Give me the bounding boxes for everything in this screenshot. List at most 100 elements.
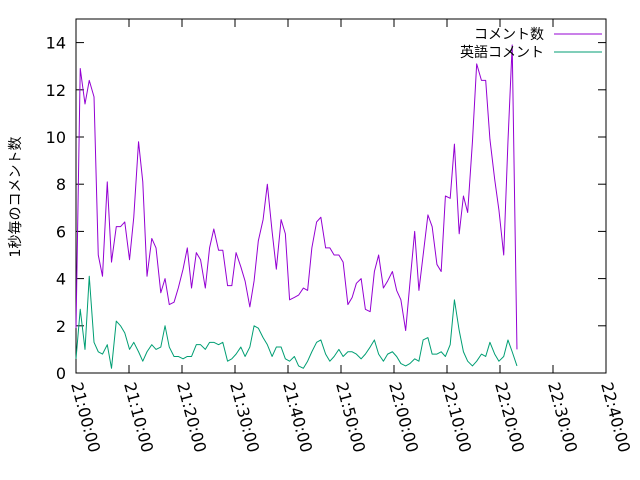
data-point [289, 361, 290, 362]
data-point [298, 365, 299, 366]
y-tick-label: 2 [56, 317, 66, 336]
x-tick-label: 22:00:00 [385, 380, 422, 454]
data-point [427, 214, 428, 215]
data-point [352, 297, 353, 298]
data-point [164, 278, 165, 279]
data-point [507, 339, 508, 340]
data-point [463, 351, 464, 352]
legend-label-2: 英語コメント [460, 44, 544, 61]
data-point [489, 342, 490, 343]
data-point [272, 356, 273, 357]
data-point [454, 143, 455, 144]
data-point [432, 354, 433, 355]
data-point [258, 240, 259, 241]
data-point [235, 354, 236, 355]
data-point [178, 287, 179, 288]
data-point [441, 271, 442, 272]
x-tick-label: 21:50:00 [332, 380, 369, 454]
data-point [436, 354, 437, 355]
data-point [151, 238, 152, 239]
y-tick-label: 4 [56, 270, 66, 289]
data-point [418, 290, 419, 291]
data-point [320, 339, 321, 340]
x-tick-label: 21:30:00 [226, 380, 263, 454]
data-point [516, 365, 517, 366]
data-point [218, 344, 219, 345]
data-point [75, 358, 76, 359]
data-point [427, 337, 428, 338]
data-point [356, 283, 357, 284]
x-tick-label: 22:20:00 [491, 380, 528, 454]
data-point [267, 344, 268, 345]
data-point [338, 349, 339, 350]
data-point [253, 325, 254, 326]
data-point [423, 339, 424, 340]
data-point [281, 346, 282, 347]
data-point [222, 342, 223, 343]
data-point [454, 299, 455, 300]
data-point [285, 233, 286, 234]
data-point [142, 361, 143, 362]
data-point [325, 354, 326, 355]
series-line-1 [75, 44, 518, 350]
data-point [450, 198, 451, 199]
x-tick-label: 22:10:00 [438, 380, 475, 454]
data-point [347, 304, 348, 305]
data-point [281, 219, 282, 220]
data-point [102, 354, 103, 355]
data-point [325, 247, 326, 248]
data-point [450, 344, 451, 345]
data-point [387, 354, 388, 355]
data-point [116, 320, 117, 321]
plot-frame [75, 18, 607, 374]
data-point [191, 287, 192, 288]
data-point [227, 361, 228, 362]
data-point [111, 368, 112, 369]
data-point [160, 292, 161, 293]
data-point [498, 210, 499, 211]
data-point [481, 354, 482, 355]
data-point [142, 181, 143, 182]
data-point [365, 354, 366, 355]
data-point [370, 346, 371, 347]
data-point [182, 358, 183, 359]
data-point [463, 195, 464, 196]
data-point [503, 254, 504, 255]
data-point [196, 252, 197, 253]
data-point [414, 358, 415, 359]
data-point [80, 68, 81, 69]
data-point [84, 349, 85, 350]
data-point [116, 226, 117, 227]
data-point [253, 280, 254, 281]
data-point [396, 290, 397, 291]
data-point [93, 342, 94, 343]
data-point [476, 63, 477, 64]
data-point [311, 247, 312, 248]
data-point [209, 247, 210, 248]
data-point [503, 356, 504, 357]
data-point [476, 361, 477, 362]
data-point [485, 356, 486, 357]
data-point [227, 285, 228, 286]
axes-layer [75, 18, 607, 374]
data-point [392, 271, 393, 272]
data-point [93, 96, 94, 97]
data-point [352, 351, 353, 352]
data-point [418, 361, 419, 362]
data-point [187, 356, 188, 357]
data-point [392, 351, 393, 352]
data-point [414, 231, 415, 232]
data-point [111, 261, 112, 262]
data-point [329, 361, 330, 362]
data-point [129, 259, 130, 260]
data-point [294, 297, 295, 298]
data-point [303, 368, 304, 369]
data-point [334, 254, 335, 255]
data-point [89, 276, 90, 277]
data-point [467, 361, 468, 362]
data-point [285, 358, 286, 359]
data-point [294, 356, 295, 357]
data-point [84, 103, 85, 104]
data-point [244, 280, 245, 281]
